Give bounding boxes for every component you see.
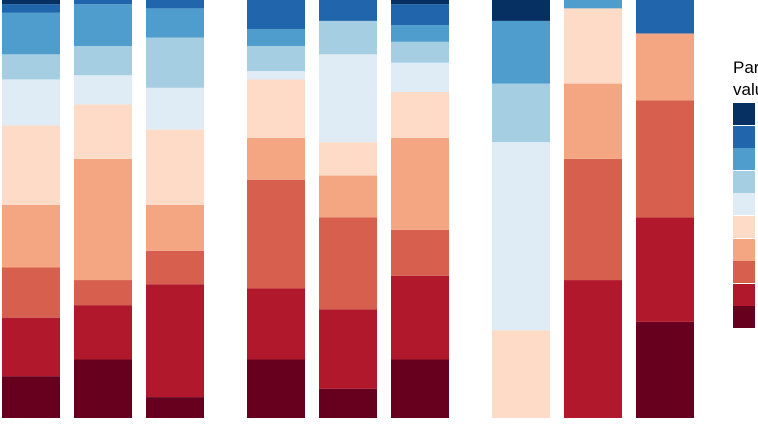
bar-segment-g1-b1-s2 [2, 317, 60, 377]
legend-key-3 [733, 148, 755, 171]
bar-segment-g2-b1-s3 [247, 179, 305, 289]
legend-key-5 [733, 193, 755, 216]
bar-segment-g2-b3-s10 [391, 0, 449, 5]
bar-segment-g1-b2-s7 [74, 45, 132, 76]
bar-segment-g2-b2-s1 [319, 388, 377, 418]
bar-segment-g1-b2-s5 [74, 104, 132, 159]
bar-segment-g3-b1-s6 [492, 142, 550, 331]
bar-segment-g1-b1-s5 [2, 125, 60, 205]
bar-segment-g1-b3-s7 [146, 37, 204, 88]
bar-group-2 [247, 0, 449, 418]
bar-segment-g3-b2-s5 [564, 8, 622, 84]
bar-segment-g1-b3-s5 [146, 129, 204, 205]
bar-segment-g1-b1-s8 [2, 12, 60, 55]
bar-segment-g2-b3-s5 [391, 91, 449, 138]
bar-segment-g1-b3-s9 [146, 0, 204, 9]
bar-segment-g1-b3-s3 [146, 250, 204, 285]
bar-segment-g1-b2-s1 [74, 359, 132, 418]
bar-group-3 [492, 0, 694, 418]
bar-segment-g3-b2-s8 [564, 0, 622, 9]
bar-segment-g2-b2-s3 [319, 217, 377, 310]
legend-key-10 [733, 306, 755, 329]
legend: Par valu [733, 57, 758, 329]
bar-segment-g1-b2-s3 [74, 280, 132, 306]
bar-segment-g3-b1-s7 [492, 83, 550, 143]
bar-segment-g2-b1-s5 [247, 79, 305, 138]
bar-segment-g1-b2-s6 [74, 75, 132, 105]
bar-segment-g3-b1-s10 [492, 0, 550, 21]
bar-segment-g2-b2-s9 [319, 0, 377, 21]
bar-segment-g2-b2-s5 [319, 142, 377, 176]
bar-segment-g2-b1-s8 [247, 29, 305, 46]
legend-key-9 [733, 283, 755, 306]
legend-title: Par valu [733, 58, 758, 99]
bar-segment-g3-b3-s4 [636, 33, 694, 101]
bar-segment-g3-b2-s2 [564, 280, 622, 418]
bar-segment-g2-b3-s7 [391, 41, 449, 63]
bar-segment-g1-b1-s9 [2, 4, 60, 13]
bar-group-1 [2, 0, 204, 418]
bar-segment-g3-b1-s5 [492, 330, 550, 418]
bar-segment-g1-b2-s2 [74, 305, 132, 360]
bar-segment-g1-b2-s4 [74, 158, 132, 281]
legend-key-4 [733, 170, 755, 193]
bar-segment-g2-b3-s1 [391, 359, 449, 418]
bar-segment-g3-b3-s3 [636, 100, 694, 218]
bar-segment-g3-b3-s2 [636, 217, 694, 322]
bar-segment-g1-b3-s4 [146, 204, 204, 251]
bar-segment-g1-b1-s7 [2, 54, 60, 80]
bar-segment-g1-b1-s4 [2, 204, 60, 268]
bar-segment-g3-b1-s8 [492, 20, 550, 84]
bar-segment-g1-b3-s2 [146, 284, 204, 398]
bar-segment-g3-b2-s4 [564, 83, 622, 159]
bar-segment-g2-b1-s7 [247, 45, 305, 72]
legend-key-1 [733, 103, 755, 125]
bar-segment-g2-b1-s2 [247, 288, 305, 360]
bar-segment-g1-b3-s1 [146, 397, 204, 418]
bar-segment-g2-b2-s4 [319, 175, 377, 218]
bar-segment-g2-b3-s2 [391, 275, 449, 360]
bar-segment-g2-b3-s4 [391, 137, 449, 230]
bar-segment-g1-b3-s6 [146, 87, 204, 130]
legend-key-2 [733, 125, 755, 148]
bar-segment-g1-b1-s10 [2, 0, 60, 5]
legend-key-7 [733, 238, 755, 261]
bar-segment-g1-b2-s9 [74, 0, 132, 5]
bar-segment-g2-b2-s6 [319, 54, 377, 143]
bar-segment-g1-b3-s8 [146, 8, 204, 38]
bar-segment-g1-b1-s1 [2, 376, 60, 418]
bar-segment-g2-b2-s2 [319, 309, 377, 389]
legend-key-6 [733, 216, 755, 238]
bar-segment-g2-b3-s8 [391, 25, 449, 42]
bar-segment-g1-b1-s3 [2, 267, 60, 318]
bar-segment-g3-b3-s9 [636, 0, 694, 34]
bar-segment-g2-b2-s7 [319, 20, 377, 55]
bar-segment-g3-b3-s1 [636, 321, 694, 418]
bar-segment-g1-b1-s6 [2, 79, 60, 126]
bar-segment-g2-b1-s9 [247, 0, 305, 30]
bar-segment-g1-b2-s8 [74, 4, 132, 46]
bar-segment-g2-b1-s1 [247, 359, 305, 418]
legend-key-8 [733, 261, 755, 284]
bar-segment-g2-b3-s9 [391, 4, 449, 26]
bar-segment-g2-b1-s6 [247, 71, 305, 80]
bar-segment-g2-b1-s4 [247, 137, 305, 180]
bar-segment-g2-b3-s3 [391, 229, 449, 276]
bar-segment-g3-b2-s3 [564, 158, 622, 281]
bar-segment-g2-b3-s6 [391, 62, 449, 92]
